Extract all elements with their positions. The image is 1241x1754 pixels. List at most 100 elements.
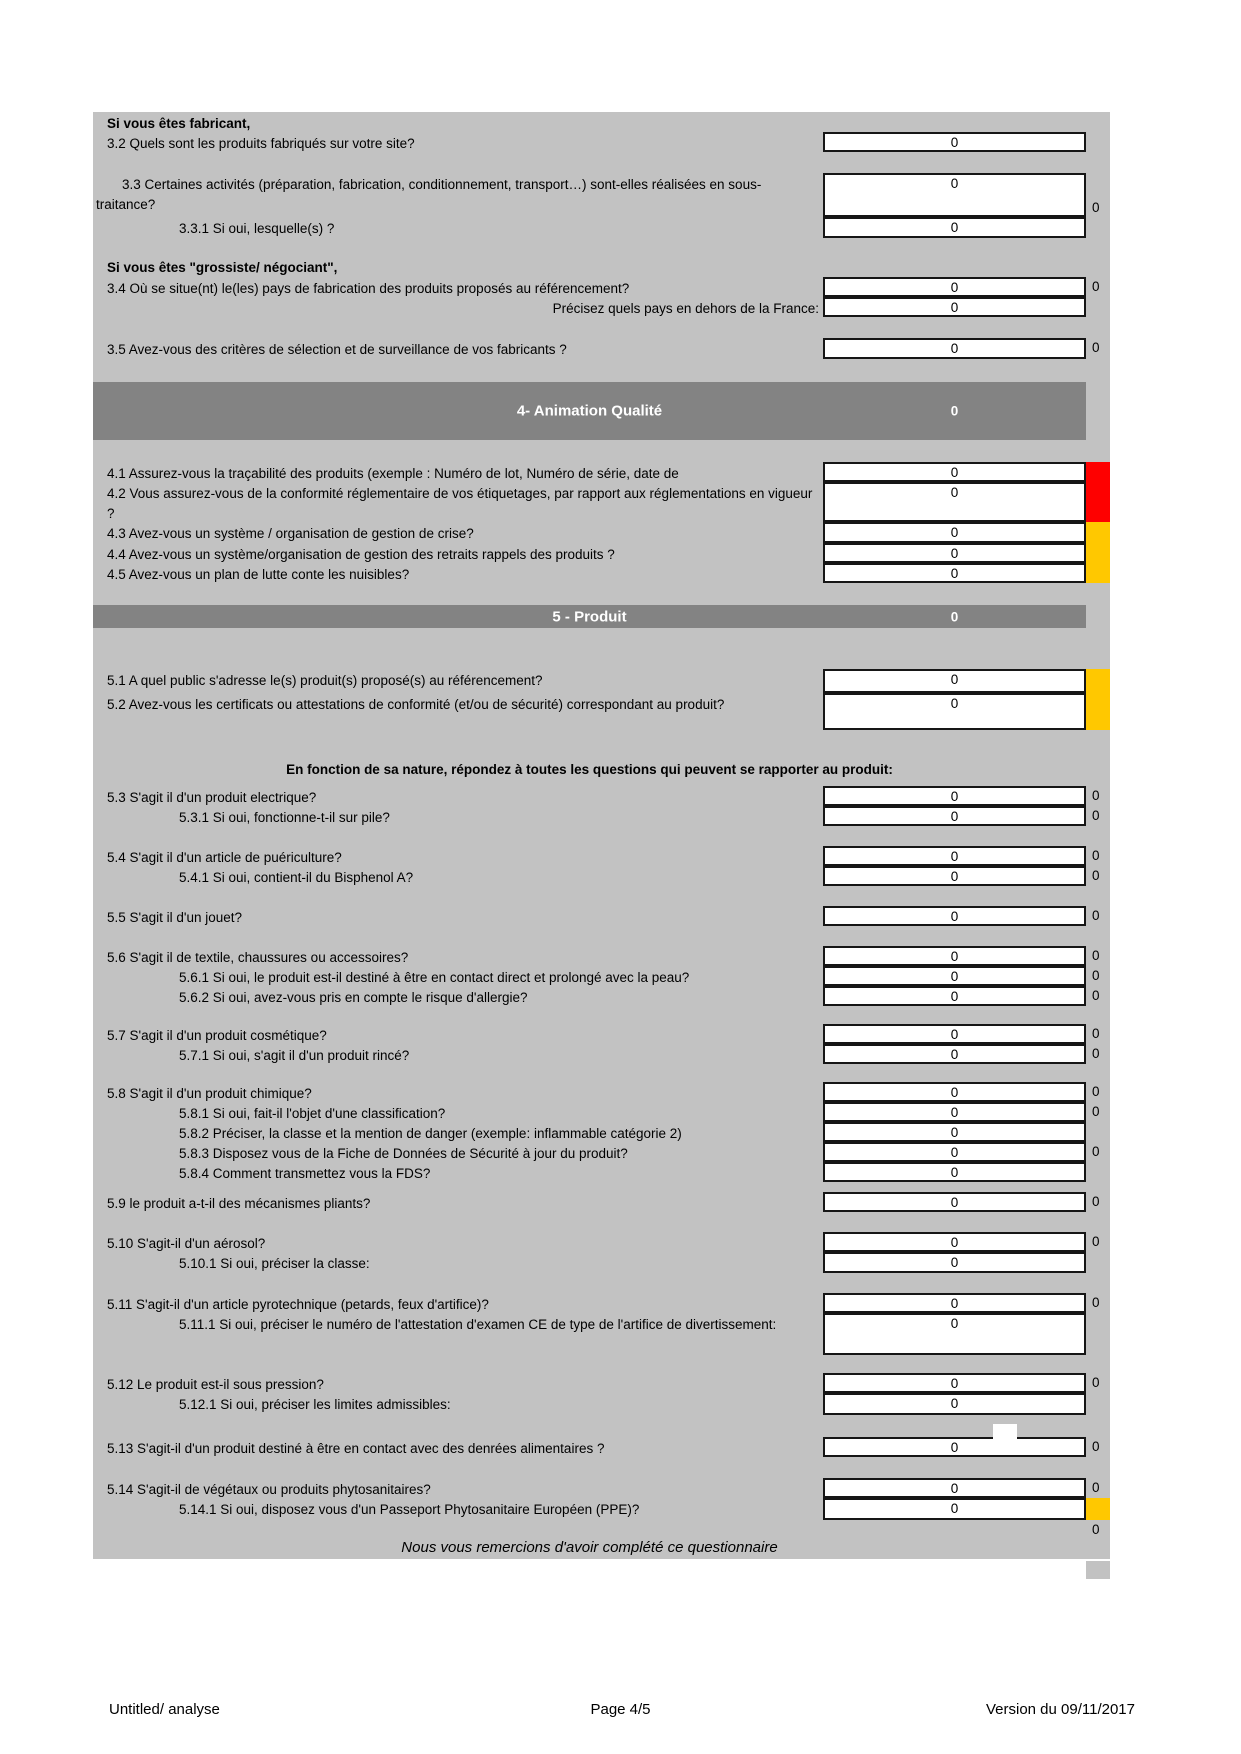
answer-box[interactable]: 0 — [823, 1393, 1086, 1415]
answer-box[interactable]: 0 — [823, 693, 1086, 730]
answer-box[interactable]: 0 — [823, 1232, 1086, 1252]
question-text: 5.10 S'agit-il d'un aérosol? — [107, 1236, 266, 1251]
answer-box[interactable]: 0 — [823, 946, 1086, 966]
section-heading-row: Si vous êtes "grossiste/ négociant", — [93, 256, 1110, 277]
label-row: Précisez quels pays en dehors de la Fran… — [93, 297, 1110, 317]
answer-box[interactable]: 0 — [823, 806, 1086, 826]
answer-box[interactable]: 0 — [823, 563, 1086, 583]
status-marker-yellow — [1086, 543, 1110, 563]
answer-box[interactable]: 0 — [823, 277, 1086, 297]
sub-question-text: 5.8.2 Préciser, la classe et la mention … — [179, 1126, 682, 1141]
section-band: 5 - Produit 0 — [93, 605, 1110, 628]
score-value: 0 — [1092, 848, 1100, 863]
status-marker-yellow — [1086, 522, 1110, 543]
answer-box[interactable]: 0 — [823, 1313, 1086, 1355]
question-text: 3.5 Avez-vous des critères de sélection … — [107, 342, 567, 357]
answer-box[interactable]: 0 — [823, 1102, 1086, 1122]
question-text: 3.4 Où se situe(nt) le(les) pays de fabr… — [107, 281, 630, 296]
answer-box[interactable]: 0 — [823, 173, 1086, 217]
answer-box[interactable]: 0 — [823, 866, 1086, 886]
answer-box[interactable]: 0 — [823, 1082, 1086, 1102]
answer-box[interactable]: 0 — [823, 786, 1086, 806]
section-heading: Si vous êtes fabricant, — [107, 116, 251, 131]
sub-question-text: 5.4.1 Si oui, contient-il du Bisphenol A… — [179, 870, 414, 885]
answer-box[interactable]: 0 — [823, 906, 1086, 926]
footer-page-number: Page 4/5 — [590, 1701, 651, 1718]
score-value: 0 — [1092, 1046, 1100, 1061]
question-text: 4.4 Avez-vous un système/organisation de… — [107, 547, 615, 562]
answer-box[interactable]: 0 — [823, 966, 1086, 986]
answer-box[interactable]: 0 — [823, 482, 1086, 522]
answer-box[interactable]: 0 — [823, 1142, 1086, 1162]
score-value: 0 — [1092, 279, 1100, 294]
section-heading-row: Si vous êtes fabricant, — [93, 112, 1110, 132]
sub-question-text: 5.6.1 Si oui, le produit est-il destiné … — [179, 970, 690, 985]
question-text: 5.4 S'agit il d'un article de puéricultu… — [107, 850, 342, 865]
spacer-row — [93, 1415, 1110, 1437]
question-row: 5.12 Le produit est-il sous pression? 0 0 — [93, 1373, 1110, 1393]
answer-box[interactable]: 0 — [823, 1498, 1086, 1520]
spacer-row — [93, 826, 1110, 846]
answer-box[interactable]: 0 — [823, 338, 1086, 359]
status-marker-red — [1086, 462, 1110, 482]
answer-box[interactable]: 0 — [823, 1162, 1086, 1182]
question-row: 4.4 Avez-vous un système/organisation de… — [93, 543, 1110, 563]
spacer-row — [93, 1064, 1110, 1082]
question-row: 5.14 S'agit-il de végétaux ou produits p… — [93, 1478, 1110, 1498]
answer-box[interactable]: 0 — [823, 1044, 1086, 1064]
answer-box[interactable]: 0 — [823, 1122, 1086, 1142]
closing-row: Nous vous remercions d'avoir complété ce… — [93, 1536, 1110, 1559]
sub-question-row: 5.11.1 Si oui, préciser le numéro de l'a… — [93, 1313, 1110, 1355]
sub-question-row: 5.10.1 Si oui, préciser la classe: 0 — [93, 1252, 1110, 1273]
answer-box[interactable]: 0 — [823, 669, 1086, 693]
score-value: 0 — [1092, 1194, 1100, 1209]
section-band-title: 4- Animation Qualité — [516, 402, 663, 420]
score-value: 0 — [1092, 1104, 1100, 1119]
sub-question-text: 5.8.4 Comment transmettez vous la FDS? — [179, 1166, 431, 1181]
answer-box[interactable]: 0 — [823, 132, 1086, 152]
instruction-text: En fonction de sa nature, répondez à tou… — [286, 762, 893, 777]
spacer-row — [93, 1273, 1110, 1293]
score-value: 0 — [1092, 1234, 1100, 1249]
question-text: 5.3 S'agit il d'un produit electrique? — [107, 790, 317, 805]
narrow-column-end-gap — [993, 1424, 1017, 1447]
sub-question-row: 5.7.1 Si oui, s'agit il d'un produit rin… — [93, 1044, 1110, 1064]
answer-box[interactable]: 0 — [823, 217, 1086, 238]
score-value: 0 — [1092, 340, 1100, 355]
spacer-row — [93, 926, 1110, 946]
answer-box[interactable]: 0 — [823, 297, 1086, 317]
question-text: 5.11 S'agit-il d'un article pyrotechniqu… — [107, 1297, 489, 1312]
status-marker-yellow — [1086, 669, 1110, 693]
answer-box[interactable]: 0 — [823, 1478, 1086, 1498]
answer-box[interactable]: 0 — [823, 1192, 1086, 1212]
question-text: 5.5 S'agit il d'un jouet? — [107, 910, 242, 925]
answer-box[interactable]: 0 — [823, 1252, 1086, 1273]
score-value: 0 — [1092, 868, 1100, 883]
section-band-score: 0 — [950, 609, 959, 624]
answer-box[interactable]: 0 — [823, 1437, 1086, 1457]
sub-question-row: 5.14.1 Si oui, disposez vous d'un Passep… — [93, 1498, 1110, 1520]
answer-box[interactable]: 0 — [823, 1024, 1086, 1044]
score-value: 0 — [1092, 908, 1100, 923]
section-heading: Si vous êtes "grossiste/ négociant", — [107, 260, 338, 275]
sub-question-row: 5.6.1 Si oui, le produit est-il destiné … — [93, 966, 1110, 986]
answer-box[interactable]: 0 — [823, 1373, 1086, 1393]
sub-question-row: 5.6.2 Si oui, avez-vous pris en compte l… — [93, 986, 1110, 1006]
answer-box[interactable]: 0 — [823, 543, 1086, 563]
answer-box[interactable]: 0 — [823, 462, 1086, 482]
score-value: 0 — [1092, 988, 1100, 1003]
spacer-row — [93, 1006, 1110, 1024]
sub-question-row: 5.8.1 Si oui, fait-il l'objet d'une clas… — [93, 1102, 1110, 1122]
sub-question-text: 5.8.3 Disposez vous de la Fiche de Donné… — [179, 1146, 628, 1161]
answer-box[interactable]: 0 — [823, 1293, 1086, 1313]
sub-question-text: 5.3.1 Si oui, fonctionne-t-il sur pile? — [179, 810, 390, 825]
spacer-row — [93, 152, 1110, 173]
score-value: 0 — [1092, 1084, 1100, 1099]
spacer-row — [93, 1355, 1110, 1373]
answer-box[interactable]: 0 — [823, 986, 1086, 1006]
answer-box[interactable]: 0 — [823, 846, 1086, 866]
questionnaire-sheet: Si vous êtes fabricant, 3.2 Quels sont le… — [93, 112, 1110, 1559]
question-row: 4.3 Avez-vous un système / organisation … — [93, 522, 1110, 543]
answer-box[interactable]: 0 — [823, 522, 1086, 543]
status-marker-yellow — [1086, 1498, 1110, 1520]
